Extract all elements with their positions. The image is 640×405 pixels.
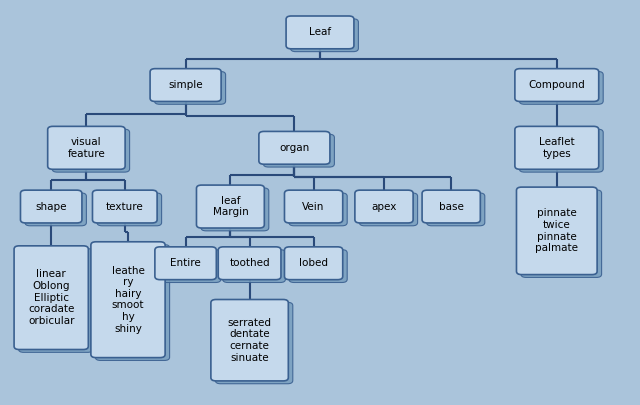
FancyBboxPatch shape <box>515 126 599 169</box>
FancyBboxPatch shape <box>223 249 285 283</box>
Text: shape: shape <box>35 202 67 211</box>
Text: Leaflet
types: Leaflet types <box>539 137 575 159</box>
FancyBboxPatch shape <box>48 126 125 169</box>
FancyBboxPatch shape <box>19 249 93 352</box>
FancyBboxPatch shape <box>97 193 161 226</box>
FancyBboxPatch shape <box>25 193 86 226</box>
FancyBboxPatch shape <box>155 247 216 279</box>
Text: base: base <box>439 202 463 211</box>
FancyBboxPatch shape <box>285 247 343 279</box>
Text: Entire: Entire <box>170 258 201 268</box>
FancyBboxPatch shape <box>95 245 170 360</box>
Text: visual
feature: visual feature <box>68 137 105 159</box>
FancyBboxPatch shape <box>264 134 335 167</box>
FancyBboxPatch shape <box>14 246 88 350</box>
FancyBboxPatch shape <box>521 190 602 277</box>
Text: texture: texture <box>106 202 143 211</box>
FancyBboxPatch shape <box>516 187 597 275</box>
FancyBboxPatch shape <box>196 185 264 228</box>
Text: apex: apex <box>371 202 397 211</box>
FancyBboxPatch shape <box>91 242 165 358</box>
Text: leathe
ry
hairy
smoot
hy
shiny: leathe ry hairy smoot hy shiny <box>111 266 145 334</box>
FancyBboxPatch shape <box>360 193 417 226</box>
FancyBboxPatch shape <box>285 190 343 223</box>
FancyBboxPatch shape <box>159 249 221 283</box>
FancyBboxPatch shape <box>289 193 347 226</box>
FancyBboxPatch shape <box>355 190 413 223</box>
FancyBboxPatch shape <box>201 188 269 231</box>
FancyBboxPatch shape <box>259 131 330 164</box>
FancyBboxPatch shape <box>150 68 221 101</box>
Text: simple: simple <box>168 80 203 90</box>
FancyBboxPatch shape <box>215 302 293 384</box>
FancyBboxPatch shape <box>289 249 347 283</box>
Text: Leaf: Leaf <box>309 28 331 37</box>
FancyBboxPatch shape <box>155 72 226 104</box>
FancyBboxPatch shape <box>291 19 358 51</box>
Text: toothed: toothed <box>229 258 270 268</box>
Text: serrated
dentate
cernate
sinuate: serrated dentate cernate sinuate <box>228 318 271 362</box>
FancyBboxPatch shape <box>520 72 604 104</box>
FancyBboxPatch shape <box>52 129 130 172</box>
FancyBboxPatch shape <box>211 300 288 381</box>
Text: organ: organ <box>279 143 310 153</box>
FancyBboxPatch shape <box>520 129 604 172</box>
FancyBboxPatch shape <box>427 193 485 226</box>
FancyBboxPatch shape <box>422 190 480 223</box>
FancyBboxPatch shape <box>92 190 157 223</box>
Text: Vein: Vein <box>303 202 324 211</box>
Text: linear
Oblong
Elliptic
coradate
orbicular: linear Oblong Elliptic coradate orbicula… <box>28 269 74 326</box>
Text: pinnate
twice
pinnate
palmate: pinnate twice pinnate palmate <box>535 209 579 253</box>
Text: leaf
Margin: leaf Margin <box>212 196 248 217</box>
FancyBboxPatch shape <box>286 16 354 49</box>
FancyBboxPatch shape <box>515 68 599 101</box>
FancyBboxPatch shape <box>20 190 82 223</box>
Text: Compound: Compound <box>529 80 585 90</box>
Text: lobed: lobed <box>299 258 328 268</box>
FancyBboxPatch shape <box>218 247 281 279</box>
